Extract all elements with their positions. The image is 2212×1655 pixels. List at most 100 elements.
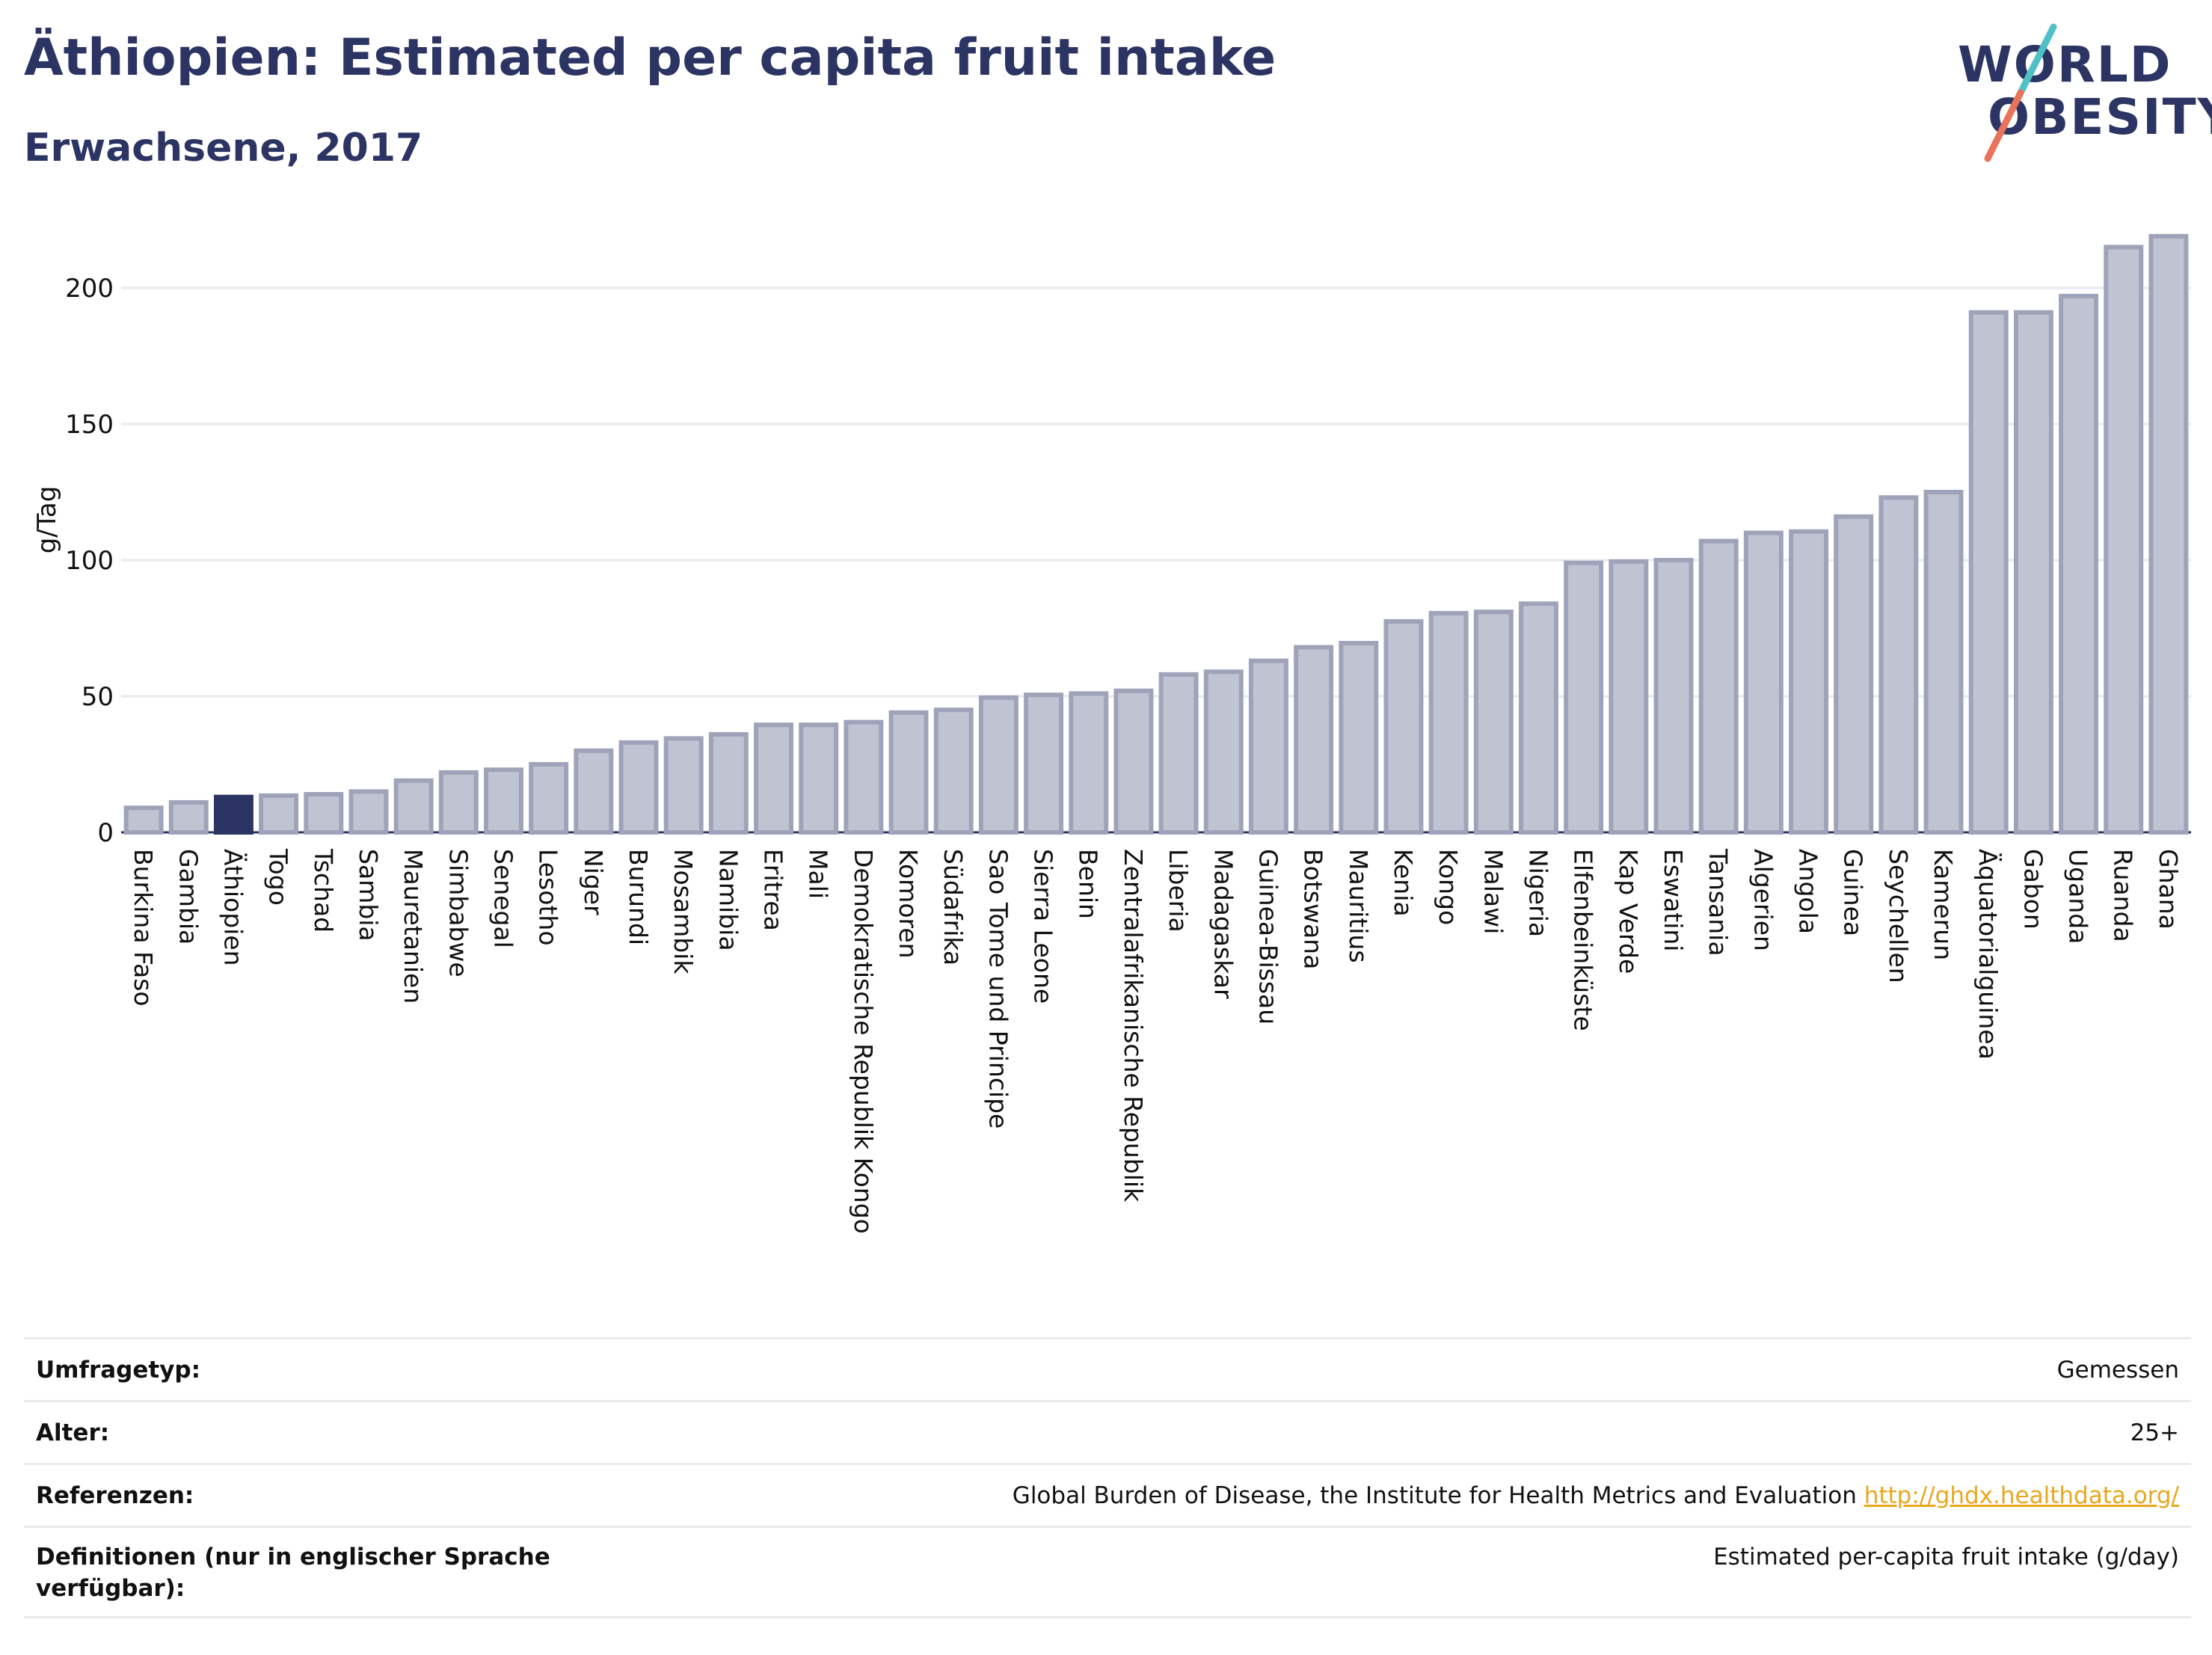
info-row-definitions: Definitionen (nur in englischer Sprache … xyxy=(24,1526,2191,1618)
x-tick-label: Ghana xyxy=(2154,849,2183,930)
info-row-references: Referenzen: Global Burden of Disease, th… xyxy=(24,1463,2191,1526)
x-tick-label: Tschad xyxy=(309,848,338,933)
x-tick-label: Ruanda xyxy=(2109,849,2138,942)
chart-title: Äthiopien: Estimated per capita fruit in… xyxy=(24,28,1276,87)
bar-senegal[interactable] xyxy=(484,767,523,835)
bar-namibia[interactable] xyxy=(708,731,749,835)
bar-äquatorialguinea[interactable] xyxy=(1968,310,2009,835)
bar-guinea-bissau[interactable] xyxy=(1248,658,1288,835)
bar-kamerun[interactable] xyxy=(1923,490,1964,835)
bar-benin[interactable] xyxy=(1069,691,1109,835)
bar-mauretanien[interactable] xyxy=(393,778,434,835)
bar-guinea[interactable] xyxy=(1834,514,1874,835)
bar-eswatini[interactable] xyxy=(1653,558,1694,835)
y-tick-label: 100 xyxy=(65,546,114,576)
bar-tansania[interactable] xyxy=(1698,538,1739,835)
bar-kongo[interactable] xyxy=(1428,610,1469,835)
x-tick-label: Äthiopien xyxy=(218,849,248,966)
bar-gabon[interactable] xyxy=(2013,310,2053,835)
y-tick-label: 50 xyxy=(82,682,114,712)
x-tick-label: Burundi xyxy=(624,849,653,945)
bar-nigeria[interactable] xyxy=(1519,601,1558,835)
bar-simbabwe[interactable] xyxy=(438,770,479,835)
bar-togo[interactable] xyxy=(259,793,299,835)
bar-malawi[interactable] xyxy=(1473,610,1514,835)
x-tick-label: Nigeria xyxy=(1523,849,1552,937)
bar-demokratische-republik-kongo[interactable] xyxy=(844,719,884,835)
x-tick-label: Kongo xyxy=(1434,849,1463,925)
bar-tschad[interactable] xyxy=(304,792,344,835)
x-tick-label: Mauritius xyxy=(1344,849,1373,963)
x-tick-label: Eswatini xyxy=(1659,849,1688,951)
x-tick-label: Malawi xyxy=(1478,849,1508,934)
x-tick-label: Kamerun xyxy=(1929,849,1958,960)
reference-link[interactable]: http://ghdx.healthdata.org/ xyxy=(1864,1481,2179,1509)
x-tick-label: Gambia xyxy=(173,849,203,945)
x-tick-label: Mosambik xyxy=(669,849,698,974)
chart-subtitle: Erwachsene, 2017 xyxy=(24,126,423,171)
bar-komoren[interactable] xyxy=(888,710,929,835)
x-tick-label: Liberia xyxy=(1164,849,1193,933)
bar-sambia[interactable] xyxy=(348,789,389,835)
bar-lesotho[interactable] xyxy=(529,762,569,835)
bar-zentralafrikanische-republik[interactable] xyxy=(1113,688,1154,835)
bar-ruanda[interactable] xyxy=(2104,245,2144,835)
info-value: Global Burden of Disease, the Institute … xyxy=(1013,1480,2179,1511)
info-value: Estimated per-capita fruit intake (g/day… xyxy=(1713,1544,2179,1570)
x-tick-label: Sao Tome und Principe xyxy=(983,849,1013,1129)
bar-burundi[interactable] xyxy=(618,740,659,835)
bar-madagaskar[interactable] xyxy=(1203,669,1244,835)
x-tick-label: Kap Verde xyxy=(1614,849,1643,974)
bar-liberia[interactable] xyxy=(1158,672,1199,835)
bar-algerien[interactable] xyxy=(1743,530,1784,835)
bar-chart: 0 50 100 150 200 Burkina Faso Gambia Äthiopien… xyxy=(32,233,2191,1234)
world-obesity-logo[interactable]: WORLD OBESITY xyxy=(1944,21,2212,163)
x-tick-label: Zentralafrikanische Republik xyxy=(1119,849,1148,1203)
x-tick-label: Demokratische Republik Kongo xyxy=(849,849,878,1234)
x-tick-label: Botswana xyxy=(1299,849,1328,969)
bar-elfenbeinküste[interactable] xyxy=(1564,560,1604,835)
x-tick-label: Senegal xyxy=(488,849,517,948)
bar-eritrea[interactable] xyxy=(754,722,793,835)
info-label: Definitionen (nur in englischer Sprache … xyxy=(36,1544,550,1602)
x-tick-label: Südafrika xyxy=(938,849,968,965)
x-tick-label: Kenia xyxy=(1389,849,1418,917)
x-tick-label: Madagaskar xyxy=(1208,849,1238,999)
bar-burkina-faso[interactable] xyxy=(123,805,164,835)
bar-botswana[interactable] xyxy=(1294,645,1334,835)
x-tick-label: Elfenbeinküste xyxy=(1569,849,1598,1031)
bar-uganda[interactable] xyxy=(2059,293,2099,835)
y-tick-label: 200 xyxy=(65,274,114,304)
info-value: Gemessen xyxy=(2056,1356,2179,1384)
bar-angola[interactable] xyxy=(1789,529,1828,835)
x-tick-label: Angola xyxy=(1794,849,1823,934)
bar-sao-tome-und-principe[interactable] xyxy=(978,695,1019,835)
info-label: Alter: xyxy=(36,1419,110,1446)
info-value: 25+ xyxy=(2130,1419,2179,1446)
y-tick-label: 150 xyxy=(65,410,114,440)
x-tick-label: Tansania xyxy=(1703,848,1733,957)
bar-mauritius[interactable] xyxy=(1339,641,1379,835)
bar-sierra-leone[interactable] xyxy=(1024,693,1064,835)
reference-text: Global Burden of Disease, the Institute … xyxy=(1012,1481,1857,1509)
bar-mali[interactable] xyxy=(799,722,839,835)
x-tick-label: Äquatorialguinea xyxy=(1973,849,2003,1060)
bar-kap-verde[interactable] xyxy=(1609,559,1649,835)
x-tick-label: Togo xyxy=(264,848,293,906)
bar-gambia[interactable] xyxy=(168,799,209,835)
y-axis-label: g/Tag xyxy=(32,486,62,554)
x-tick-label: Komoren xyxy=(894,849,923,959)
x-tick-label: Mali xyxy=(804,849,833,899)
bar-niger[interactable] xyxy=(574,748,614,835)
bar-mosambik[interactable] xyxy=(663,736,704,835)
bar-seychellen[interactable] xyxy=(1878,495,1919,835)
x-tick-label: Gabon xyxy=(2018,849,2047,930)
bar-ghana[interactable] xyxy=(2148,233,2189,835)
bar-südafrika[interactable] xyxy=(933,707,974,835)
x-tick-label: Simbabwe xyxy=(443,849,473,977)
info-row-age: Alter: 25+ xyxy=(24,1400,2191,1463)
x-tick-label: Namibia xyxy=(713,849,743,951)
logo-text-world: WORLD xyxy=(1958,36,2172,93)
bar-äthiopien[interactable] xyxy=(213,794,254,835)
bar-kenia[interactable] xyxy=(1383,618,1424,835)
